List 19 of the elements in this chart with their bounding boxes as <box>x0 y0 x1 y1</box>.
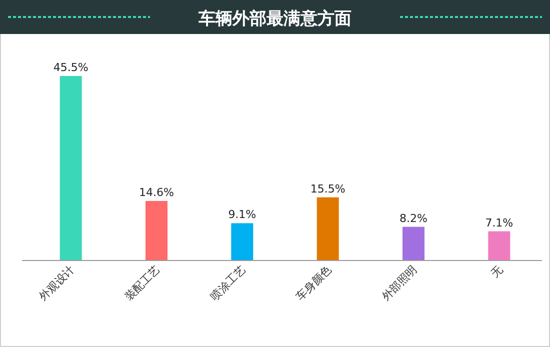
x-tick-label: 外观设计 <box>36 262 77 304</box>
x-tick-label: 外部照明 <box>379 262 420 304</box>
bar <box>402 226 424 260</box>
bar <box>316 197 339 260</box>
data-label: 15.5% <box>310 182 346 196</box>
data-label: 7.1% <box>485 216 514 230</box>
bar <box>60 76 82 260</box>
bar <box>146 200 168 260</box>
data-label: 14.6% <box>139 186 174 199</box>
x-tick-label: 无 <box>488 262 506 280</box>
data-label: 45.5% <box>53 61 88 74</box>
data-label: 8.2% <box>400 212 428 225</box>
data-label: 9.1% <box>228 208 256 222</box>
bar <box>231 223 254 260</box>
bar <box>488 231 510 260</box>
x-tick-label: 喷涂工艺 <box>208 262 248 304</box>
chart-title: 车辆外部最满意方面 <box>198 9 352 29</box>
x-tick-label: 车身颜色 <box>294 262 334 304</box>
x-tick-label: 装配工艺 <box>122 262 163 304</box>
